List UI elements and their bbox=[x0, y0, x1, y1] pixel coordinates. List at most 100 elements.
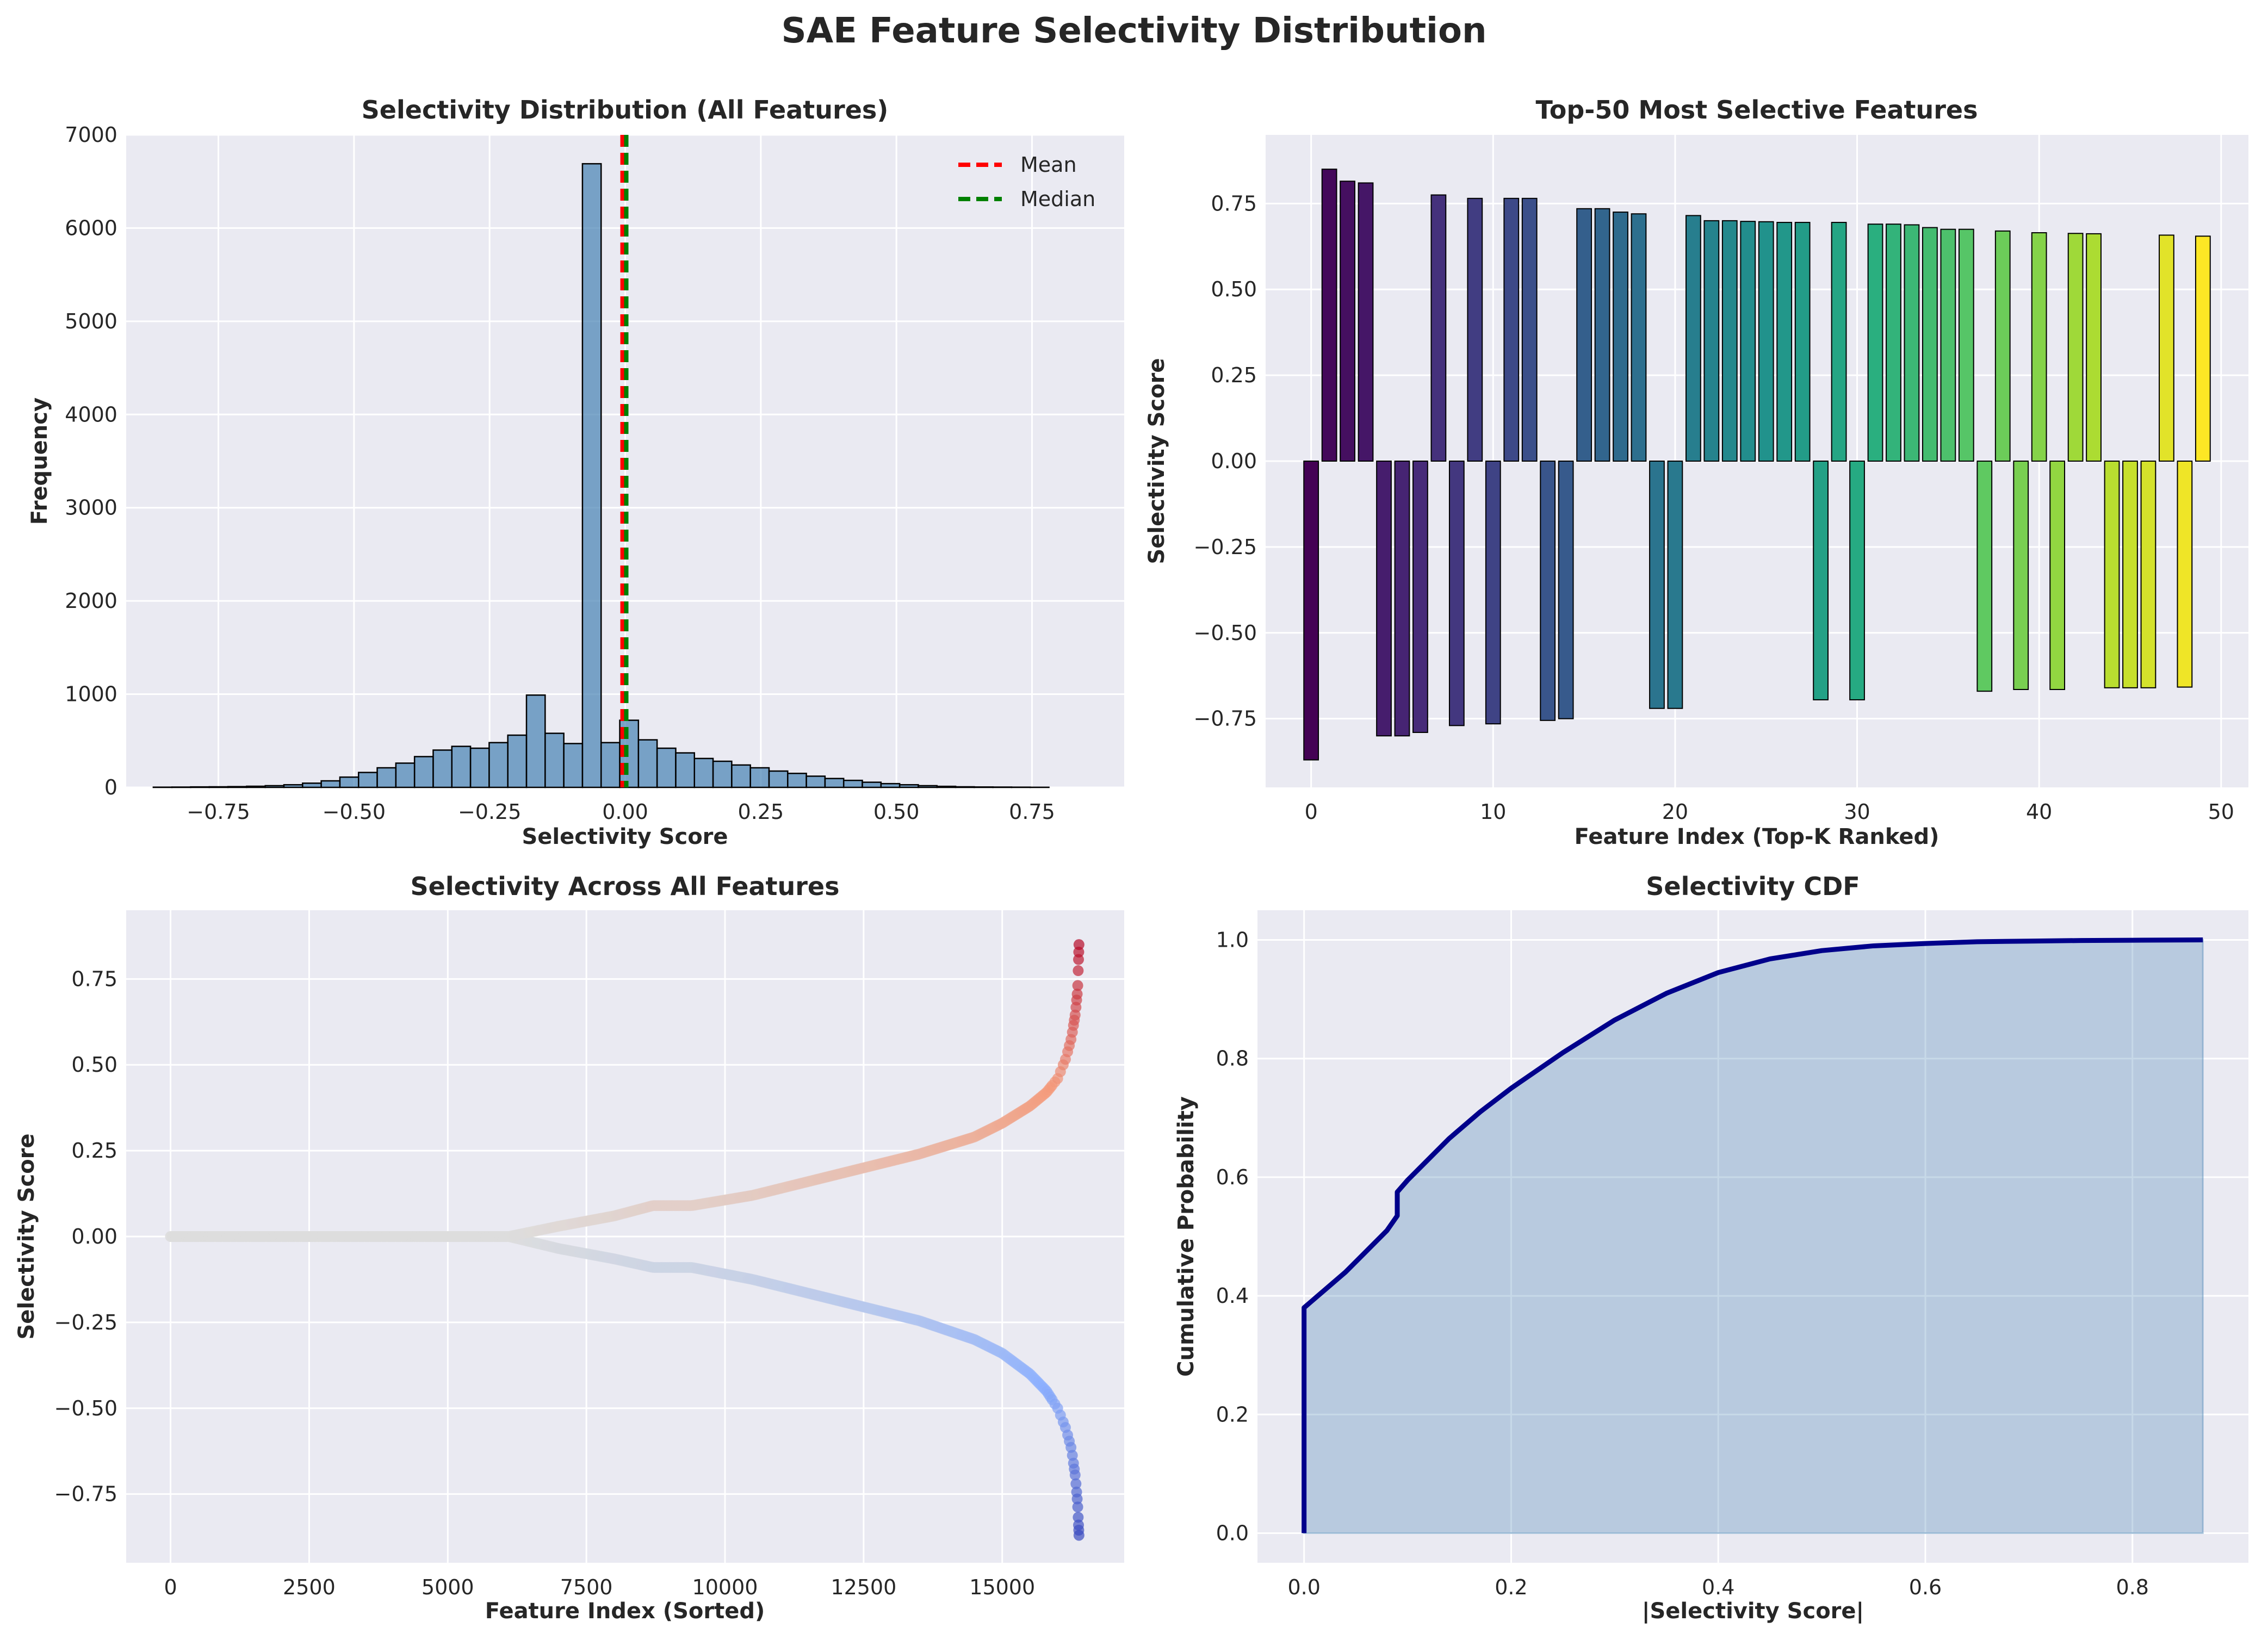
histogram-bar bbox=[339, 776, 360, 788]
bar bbox=[1667, 461, 1683, 709]
x-tick-label: 0.50 bbox=[873, 800, 920, 824]
histogram-bar bbox=[507, 734, 528, 788]
bar bbox=[1594, 208, 1610, 462]
bar bbox=[1904, 224, 1920, 462]
y-tick-label: 0.4 bbox=[1216, 1284, 1249, 1308]
plot-background bbox=[1257, 910, 2248, 1563]
y-axis-label: Frequency bbox=[27, 397, 52, 525]
bar bbox=[1376, 461, 1392, 737]
y-tick-label: 0.00 bbox=[1211, 449, 1257, 473]
bar bbox=[1976, 461, 1993, 692]
bar bbox=[1940, 228, 1956, 462]
histogram-bar bbox=[880, 782, 901, 788]
histogram-bar bbox=[302, 782, 322, 788]
panel-title: Selectivity Across All Features bbox=[411, 872, 840, 901]
histogram-bar bbox=[805, 775, 826, 788]
y-tick-label: 1000 bbox=[65, 682, 117, 706]
bar bbox=[2195, 235, 2211, 462]
scatter-point-negative bbox=[1071, 1493, 1083, 1505]
bar bbox=[1430, 194, 1447, 462]
bar bbox=[2013, 461, 2029, 690]
x-tick-label: 0.00 bbox=[602, 800, 648, 824]
figure-title: SAE Feature Selectivity Distribution bbox=[782, 11, 1487, 51]
x-tick-label: 0 bbox=[1305, 800, 1318, 824]
histogram-bar bbox=[898, 784, 919, 788]
bar bbox=[1340, 181, 1355, 462]
tick-labels: −0.75 −0.50 −0.25 0.00 0.25 0.50 0.75 0 1000 2000… bbox=[65, 123, 1055, 824]
bar bbox=[2140, 461, 2157, 688]
histogram-bar bbox=[918, 785, 938, 788]
histogram-bar bbox=[749, 767, 770, 788]
x-tick-label: −0.25 bbox=[458, 800, 521, 824]
x-tick-label: 10 bbox=[1480, 800, 1506, 824]
x-tick-label: 7500 bbox=[560, 1575, 613, 1599]
histogram-panel: −0.75 −0.50 −0.25 0.00 0.25 0.50 0.75 0 1000 2000… bbox=[27, 95, 1124, 849]
scatter-point-negative bbox=[1069, 1469, 1081, 1481]
bar bbox=[1485, 461, 1501, 725]
histogram-bar bbox=[264, 785, 285, 788]
histogram-bar bbox=[936, 785, 957, 788]
y-tick-label: 0.25 bbox=[1211, 363, 1257, 387]
x-tick-label: 0.0 bbox=[1287, 1575, 1320, 1599]
bar bbox=[1631, 213, 1647, 462]
scatter-panel: 0 2500 5000 7500 10000 12500 15000 −0.75 −0.50 −0… bbox=[14, 872, 1124, 1624]
y-tick-label: 0 bbox=[104, 775, 117, 799]
bar bbox=[1849, 461, 1865, 700]
histogram-bar bbox=[544, 732, 565, 788]
y-tick-label: −0.75 bbox=[54, 1482, 117, 1506]
cdf-area bbox=[1302, 937, 2204, 1534]
bar bbox=[1467, 197, 1483, 462]
scatter-point-negative bbox=[1070, 1478, 1082, 1489]
histogram-bar bbox=[563, 743, 584, 788]
tick-labels: 0 10 20 30 40 50 −0.75 −0.50 −0.25 0.00 0.25 0.50 0.… bbox=[1194, 191, 2234, 824]
bar bbox=[2104, 461, 2120, 688]
cdf-line bbox=[1302, 937, 2203, 1533]
y-tick-label: −0.25 bbox=[1194, 535, 1257, 559]
histogram-bar bbox=[357, 772, 378, 788]
scatter-point-negative bbox=[1073, 1512, 1084, 1523]
x-tick-label: 0.75 bbox=[1009, 800, 1055, 824]
histogram-bar bbox=[320, 780, 341, 788]
histogram-bar bbox=[581, 163, 602, 788]
bar bbox=[1521, 197, 1538, 462]
bar bbox=[1831, 222, 1847, 462]
x-tick-label: 0.6 bbox=[1909, 1575, 1942, 1599]
histogram-bars bbox=[152, 163, 1050, 788]
histogram-bar bbox=[787, 773, 807, 788]
histogram-bar bbox=[283, 784, 303, 788]
bar bbox=[1867, 223, 1883, 462]
x-tick-label: 12500 bbox=[831, 1575, 896, 1599]
y-tick-label: 4000 bbox=[65, 402, 117, 426]
x-tick-label: 0.25 bbox=[738, 800, 784, 824]
y-tick-label: 2000 bbox=[65, 589, 117, 613]
cdf-panel: 0.0 0.2 0.4 0.6 0.8 0.0 0.2 0.4 0.6 0.8 1.0 Select… bbox=[1174, 872, 2248, 1624]
y-axis-label: Selectivity Score bbox=[14, 1133, 39, 1339]
panel-title: Selectivity Distribution (All Features) bbox=[362, 95, 889, 125]
bar bbox=[1776, 222, 1793, 462]
x-tick-label: 0 bbox=[164, 1575, 177, 1599]
histogram-bar bbox=[432, 749, 453, 788]
histogram-bar bbox=[824, 778, 845, 788]
y-tick-label: 6000 bbox=[65, 216, 117, 240]
x-axis-label: Selectivity Score bbox=[522, 824, 728, 849]
histogram-bar bbox=[600, 742, 621, 788]
tick-labels: 0.0 0.2 0.4 0.6 0.8 0.0 0.2 0.4 0.6 0.8 1.0 bbox=[1216, 928, 2149, 1599]
bar bbox=[1758, 221, 1774, 462]
histogram-bar bbox=[768, 770, 789, 788]
y-tick-label: 3000 bbox=[65, 496, 117, 520]
histogram-bar bbox=[693, 757, 714, 788]
y-axis-label: Cumulative Probability bbox=[1174, 1096, 1199, 1377]
bar bbox=[2086, 233, 2102, 462]
x-tick-label: 0.4 bbox=[1702, 1575, 1734, 1599]
bar bbox=[1922, 227, 1938, 462]
histogram-bar bbox=[675, 752, 696, 788]
bar bbox=[1649, 461, 1665, 709]
y-tick-label: 0.00 bbox=[71, 1225, 117, 1248]
bar bbox=[1613, 212, 1628, 462]
bar bbox=[1994, 230, 2011, 462]
histogram-bar bbox=[712, 760, 733, 788]
histogram-bar bbox=[451, 746, 472, 788]
bar bbox=[1321, 169, 1337, 462]
histogram-bar bbox=[731, 764, 751, 788]
